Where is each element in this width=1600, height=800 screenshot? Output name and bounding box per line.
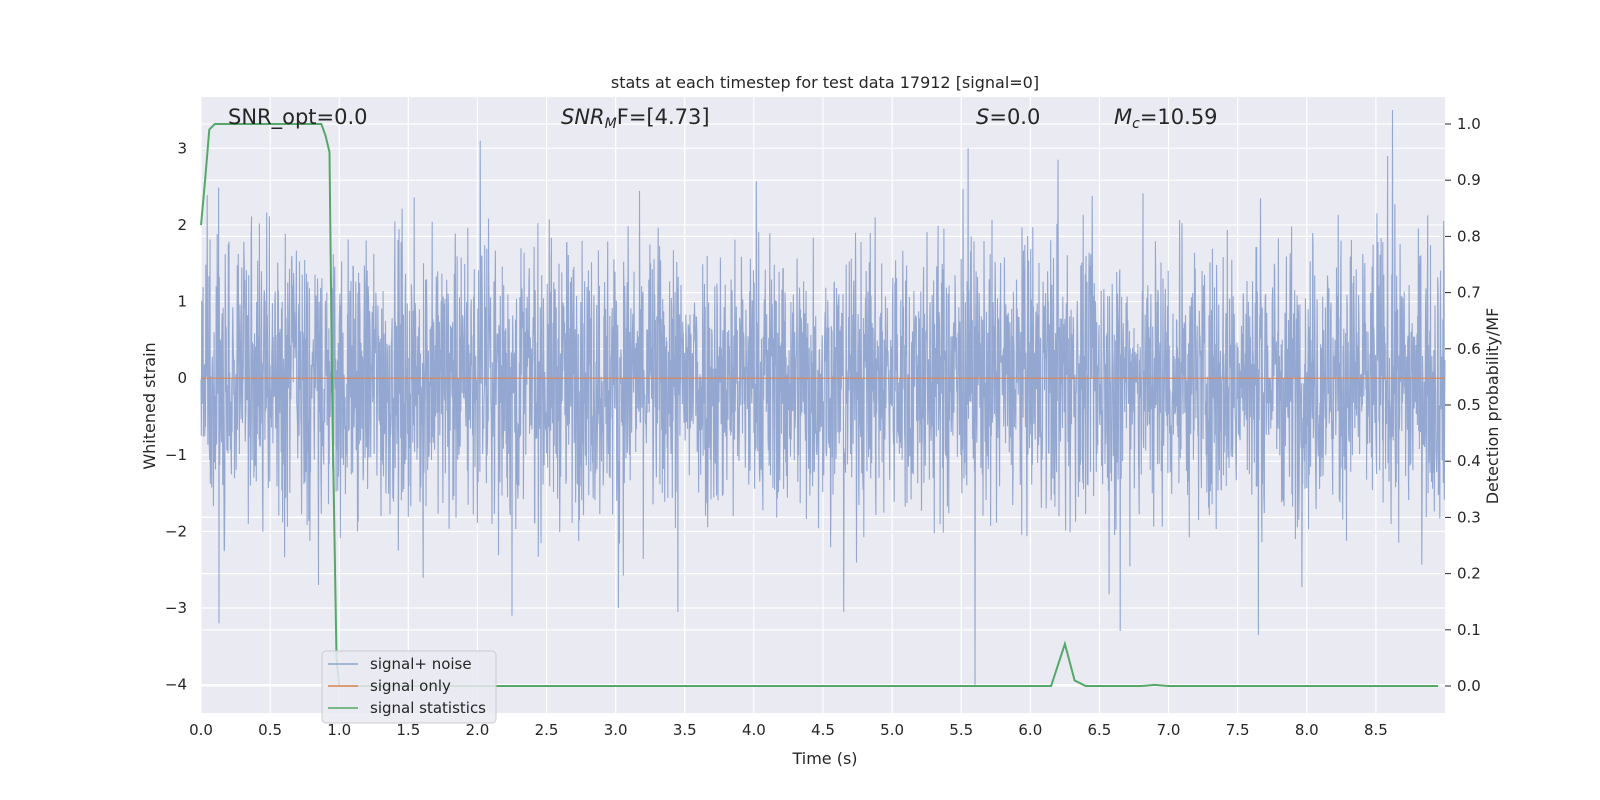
- annotation-s-rest: =0.0: [989, 105, 1040, 129]
- y2-tick-label: 0.2: [1457, 565, 1481, 583]
- x-tick-label: 1.5: [396, 721, 420, 739]
- annotation-snr-mf-rest: F=[4.73]: [617, 105, 710, 129]
- x-tick-label: 7.0: [1157, 721, 1181, 739]
- annotation-mc-main: M: [1114, 105, 1132, 129]
- chart-title: stats at each timestep for test data 179…: [611, 73, 1039, 92]
- x-tick-label: 5.5: [949, 721, 973, 739]
- legend-label-signal-statistics: signal statistics: [370, 699, 486, 717]
- legend-box: [321, 650, 497, 724]
- annotation-snr-mf-main: SNR: [561, 105, 605, 129]
- x-tick-labels: 0.0 0.5 1.0 1.5 2.0 2.5 3.0 3.5 4.0 4.5 5.0 5.5 6.0 6…: [189, 721, 1388, 739]
- annotation-s: S=0.0: [976, 105, 1040, 129]
- x-tick-label: 1.0: [327, 721, 351, 739]
- signal-noise-series: [200, 109, 1446, 685]
- y2-tick-labels: 1.0 0.9 0.8 0.7 0.6 0.5 0.4 0.3 0.2 0.1 0.0: [1445, 115, 1481, 695]
- y-tick-labels: 3 2 1 0 −1 −2 −3 −4: [165, 139, 187, 693]
- y-tick-label: −4: [165, 676, 187, 694]
- y-tick-label: −2: [165, 522, 187, 540]
- y-axis-label: Whitened strain: [140, 342, 159, 469]
- x-tick-label: 0.5: [258, 721, 282, 739]
- y2-tick-label: 0.0: [1457, 677, 1481, 695]
- y2-tick-label: 0.4: [1457, 452, 1481, 470]
- x-tick-label: 4.0: [742, 721, 766, 739]
- x-tick-label: 3.0: [604, 721, 628, 739]
- y-tick-label: −3: [165, 599, 187, 617]
- y-tick-label: 2: [177, 216, 187, 234]
- y2-tick-label: 0.1: [1457, 621, 1481, 639]
- legend-label-signal-only: signal only: [370, 677, 451, 695]
- y2-tick-label: 1.0: [1457, 115, 1481, 133]
- annotation-snr-mf-sub: M: [605, 116, 617, 132]
- y2-tick-label: 0.3: [1457, 508, 1481, 526]
- x-tick-label: 6.0: [1018, 721, 1042, 739]
- annotation-mc-sub: c: [1132, 116, 1140, 132]
- signal-noise-line: [200, 109, 1446, 685]
- y2-axis-label: Detection probability/MF: [1483, 308, 1502, 505]
- x-tick-label: 5.0: [880, 721, 904, 739]
- x-tick-label: 4.5: [811, 721, 835, 739]
- y2-tick-label: 0.9: [1457, 171, 1481, 189]
- y2-tick-label: 0.6: [1457, 340, 1481, 358]
- x-tick-label: 3.5: [673, 721, 697, 739]
- x-tick-label: 2.0: [466, 721, 490, 739]
- y-tick-label: 0: [177, 369, 187, 387]
- y2-tick-label: 0.8: [1457, 227, 1481, 245]
- x-tick-label: 0.0: [189, 721, 213, 739]
- y2-tick-label: 0.7: [1457, 284, 1481, 302]
- x-tick-label: 2.5: [535, 721, 559, 739]
- annotation-snr-opt: SNR_opt=0.0: [228, 105, 368, 130]
- x-tick-label: 7.5: [1226, 721, 1250, 739]
- annotation-mc: Mc=10.59: [1114, 105, 1218, 132]
- y-tick-label: 1: [177, 293, 187, 311]
- y-tick-label: −1: [165, 446, 187, 464]
- legend-label-signal-noise: signal+ noise: [370, 655, 472, 673]
- x-tick-label: 8.5: [1364, 721, 1388, 739]
- x-axis-label: Time (s): [791, 749, 857, 768]
- annotation-s-main: S: [976, 105, 989, 129]
- x-tick-label: 8.0: [1295, 721, 1319, 739]
- y2-tick-label: 0.5: [1457, 396, 1481, 414]
- annotation-snr-mf: SNRMF=[4.73]: [561, 105, 710, 132]
- legend: signal+ noise signal only signal statist…: [321, 650, 497, 724]
- annotation-mc-rest: =10.59: [1140, 105, 1218, 129]
- y-tick-label: 3: [177, 139, 187, 157]
- x-tick-label: 6.5: [1088, 721, 1112, 739]
